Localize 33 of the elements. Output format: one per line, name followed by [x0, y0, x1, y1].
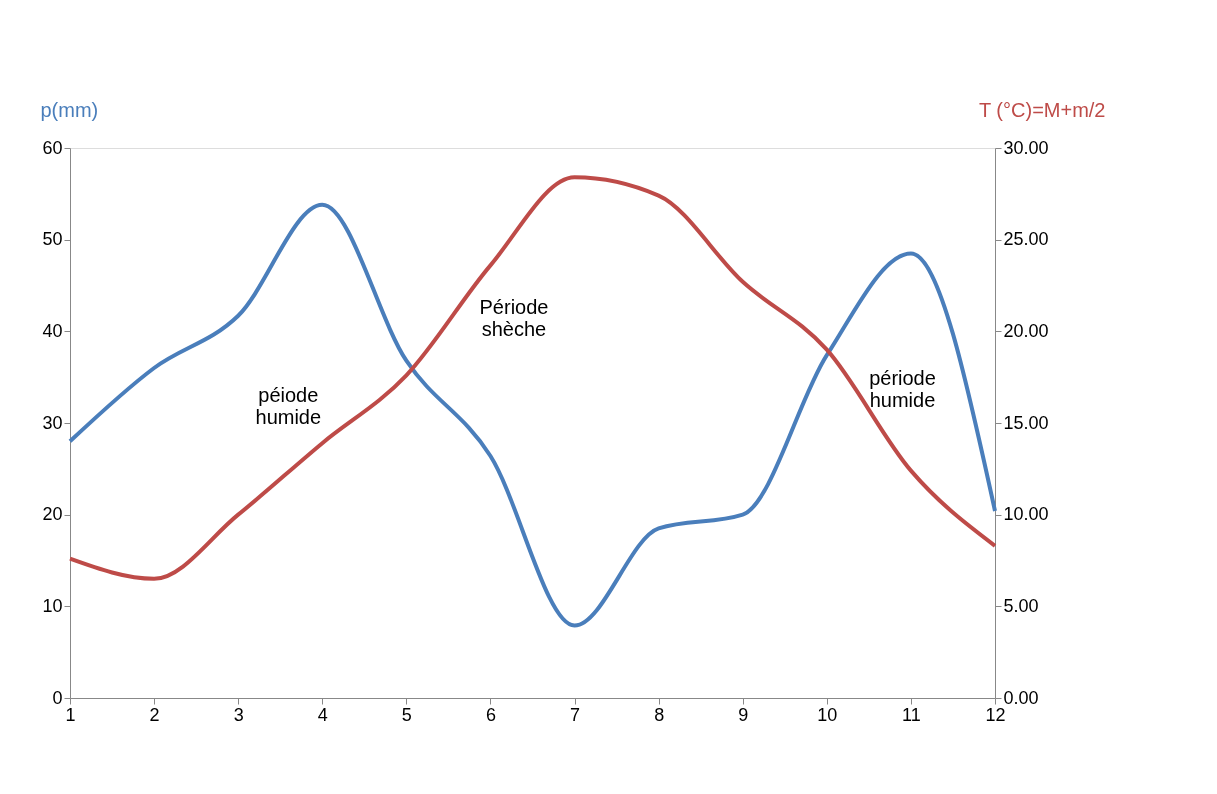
annotation: péiode humide — [255, 383, 322, 428]
annotation: Période shèche — [479, 295, 549, 340]
y-tick-label: 50 — [42, 229, 63, 250]
x-tick-label: 5 — [401, 704, 412, 725]
x-tick-label: 11 — [902, 704, 921, 725]
x-tick-label: 9 — [738, 704, 749, 725]
x-tick-label: 7 — [570, 704, 581, 725]
y2-tick-label: 15.00 — [1003, 412, 1049, 433]
y2-tick-label: 30.00 — [1003, 137, 1049, 158]
y2-tick-label: 20.00 — [1003, 320, 1049, 341]
x-tick-label: 8 — [654, 704, 665, 725]
y2-tick-label: 5.00 — [1003, 595, 1039, 616]
line-series — [68, 175, 997, 581]
y-tick-label: 40 — [42, 320, 63, 341]
y-tick-label: 10 — [42, 595, 63, 616]
y-tick-label: 0 — [52, 687, 63, 708]
x-tick-label: 1 — [65, 704, 76, 725]
x-tick-label: 10 — [817, 704, 838, 725]
annotation: période humide — [869, 367, 936, 411]
line-series — [68, 202, 997, 628]
x-tick-label: 3 — [233, 704, 244, 725]
y-tick-label: 30 — [42, 412, 63, 433]
x-tick-label: 2 — [149, 704, 160, 725]
x-tick-label: 12 — [985, 704, 1006, 725]
y-axis-title: p(mm) — [40, 98, 99, 121]
y2-tick-label: 10.00 — [1003, 504, 1049, 525]
y2-axis-title: T (°C)=M+m/2 — [978, 98, 1106, 121]
y2-tick-label: 0.00 — [1003, 687, 1039, 708]
y-tick-label: 20 — [42, 504, 63, 525]
x-tick-label: 4 — [317, 704, 328, 725]
x-tick-label: 6 — [485, 704, 496, 725]
y-tick-label: 60 — [42, 137, 63, 158]
y2-tick-label: 25.00 — [1003, 229, 1049, 250]
